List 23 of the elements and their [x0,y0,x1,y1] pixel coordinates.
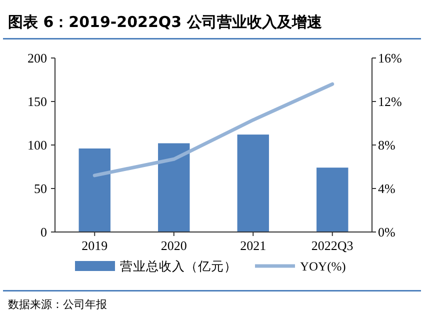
y-tick-label: 150 [28,94,47,110]
line-series [92,82,334,178]
y2-tick-label: 4% [378,181,396,196]
bar [158,143,190,232]
y-tick-label: 100 [28,138,47,153]
y2-tick-label: 16% [378,50,402,66]
source-note: 数据来源：公司年报 [8,298,107,311]
chart-title: 图表 6：2019-2022Q3 公司营业收入及增速 [8,13,323,31]
y2-tick-label: 0% [378,224,396,240]
legend-label: 营业总收入（亿元） [120,258,237,274]
y2-tick-label: 8% [378,138,396,153]
x-tick-label: 2022Q3 [311,238,354,253]
y-tick-label: 200 [28,50,47,66]
x-tick-label: 2021 [240,238,266,253]
bar [237,134,269,232]
bar [316,168,348,232]
x-tick-label: 2020 [160,238,187,253]
legend-label: YOY(%) [300,260,346,274]
x-tick-label: 2019 [82,238,108,253]
y-tick-label: 0 [40,224,47,240]
y-tick-label: 50 [34,181,47,196]
y2-tick-label: 12% [378,94,402,110]
bar [78,148,110,232]
